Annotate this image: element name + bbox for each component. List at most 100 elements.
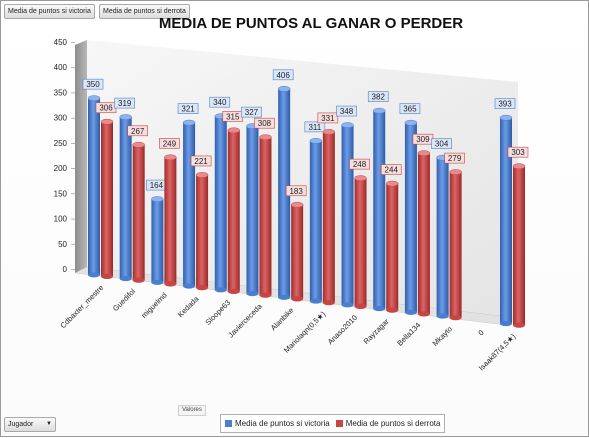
bar-base bbox=[500, 320, 512, 327]
y-tick-label: 100 bbox=[54, 215, 68, 224]
x-tick-label: Kedada bbox=[176, 294, 201, 319]
data-label: 348 bbox=[340, 107, 354, 116]
jugador-filter-button[interactable]: Jugador ▼ bbox=[4, 417, 56, 432]
data-label-box bbox=[177, 103, 199, 114]
legend-item-derrota: Media de puntos si derrota bbox=[335, 419, 441, 428]
data-label: 382 bbox=[372, 93, 386, 102]
bar-derrota: 303 bbox=[507, 146, 529, 328]
field-button-derrota[interactable]: Media de puntos si derrota bbox=[99, 4, 190, 19]
bar-cap bbox=[259, 134, 272, 141]
x-tick-label: Sloope63 bbox=[203, 298, 232, 327]
y-tick-label: 350 bbox=[54, 88, 68, 97]
bar-derrota: 221 bbox=[190, 155, 212, 291]
x-tick-label: Rayzagar bbox=[362, 317, 391, 346]
bar-cap bbox=[341, 122, 354, 128]
bar-base bbox=[436, 313, 449, 319]
bar-base bbox=[88, 272, 100, 278]
bar-cap bbox=[354, 175, 367, 181]
data-label: 350 bbox=[86, 80, 100, 89]
data-label: 308 bbox=[258, 119, 272, 128]
jugador-label: Jugador bbox=[8, 421, 34, 428]
x-tick-label: Javierceceda bbox=[226, 301, 264, 339]
valores-button[interactable]: Valores bbox=[178, 405, 206, 416]
bar-cap bbox=[385, 180, 399, 187]
y-tick-label: 50 bbox=[58, 240, 67, 249]
bar-derrota: 249 bbox=[159, 137, 180, 287]
bar-body bbox=[354, 178, 367, 307]
bar-body bbox=[196, 174, 209, 288]
data-label: 267 bbox=[131, 127, 145, 136]
data-label: 304 bbox=[435, 140, 449, 149]
data-label-box bbox=[507, 146, 529, 158]
data-label-box bbox=[380, 164, 402, 175]
bar-body bbox=[417, 153, 430, 314]
bar-derrota: 183 bbox=[285, 185, 307, 302]
bar-cap bbox=[132, 141, 145, 148]
bar-base bbox=[246, 290, 259, 297]
data-label-box bbox=[285, 185, 307, 197]
y-tick-label: 400 bbox=[54, 63, 68, 72]
y-tick-label: 150 bbox=[54, 189, 68, 198]
x-tick-label: Anaso2010 bbox=[326, 313, 359, 346]
bar-body bbox=[246, 126, 259, 294]
bar-base bbox=[101, 273, 113, 279]
bar-base bbox=[259, 292, 272, 298]
bar-derrota: 244 bbox=[380, 164, 402, 313]
data-label-box bbox=[304, 121, 326, 133]
bar-derrota: 308 bbox=[254, 117, 275, 298]
bar-body bbox=[278, 88, 291, 298]
side-wall bbox=[75, 40, 87, 273]
data-label: 331 bbox=[321, 114, 335, 123]
bar-cap bbox=[100, 118, 114, 125]
data-label-box bbox=[241, 106, 262, 118]
bar-body bbox=[119, 117, 132, 279]
data-label: 340 bbox=[213, 98, 227, 107]
bar-base bbox=[404, 309, 417, 315]
bar-body bbox=[449, 172, 462, 318]
bar-body bbox=[309, 140, 322, 302]
data-label: 221 bbox=[194, 157, 208, 166]
legend-label-derrota: Media de puntos si derrota bbox=[345, 419, 441, 428]
bar-base bbox=[417, 311, 430, 317]
bar-body bbox=[436, 157, 449, 317]
y-tick-label: 0 bbox=[63, 265, 68, 274]
bar-derrota: 309 bbox=[412, 133, 434, 317]
bar-victoria: 350 bbox=[82, 78, 104, 278]
x-tick-label: Alanbike bbox=[269, 306, 296, 333]
data-label-box bbox=[367, 91, 389, 103]
data-label: 365 bbox=[403, 105, 417, 114]
bar-body bbox=[132, 144, 145, 281]
bar-cap bbox=[182, 119, 196, 126]
data-label-box bbox=[82, 78, 104, 90]
legend-label-victoria: Media de puntos si victoria bbox=[235, 419, 330, 428]
dropdown-arrow-icon: ▼ bbox=[46, 421, 52, 427]
x-tick-label: Bella134 bbox=[395, 321, 422, 348]
bar-cap bbox=[404, 119, 418, 126]
bar-victoria: 406 bbox=[272, 69, 294, 300]
data-label-box bbox=[127, 125, 148, 137]
data-label-box bbox=[336, 105, 357, 117]
bar-body bbox=[341, 125, 354, 305]
data-label: 244 bbox=[385, 166, 399, 175]
field-button-victoria[interactable]: Media de puntos si victoria bbox=[4, 4, 95, 19]
data-label-box bbox=[190, 155, 212, 167]
legend-item-victoria: Media de puntos si victoria bbox=[225, 419, 330, 428]
bar-derrota: 315 bbox=[222, 111, 244, 294]
data-label-box bbox=[254, 117, 275, 129]
bar-victoria: 382 bbox=[367, 91, 389, 312]
bar-victoria: 319 bbox=[114, 97, 135, 282]
bar-victoria: 348 bbox=[336, 105, 357, 308]
bar-body bbox=[164, 157, 177, 284]
data-label: 164 bbox=[150, 181, 164, 190]
data-label-box bbox=[272, 69, 294, 81]
bar-base bbox=[449, 315, 462, 321]
data-label: 248 bbox=[353, 160, 367, 169]
bar-cap bbox=[290, 201, 304, 208]
bar-body bbox=[259, 137, 272, 296]
bar-body bbox=[88, 98, 100, 275]
y-tick-label: 300 bbox=[54, 114, 68, 123]
bar-cap bbox=[195, 172, 209, 178]
bar-base bbox=[309, 298, 322, 304]
x-tick-label: Cdbaxter_mestre bbox=[58, 283, 105, 330]
